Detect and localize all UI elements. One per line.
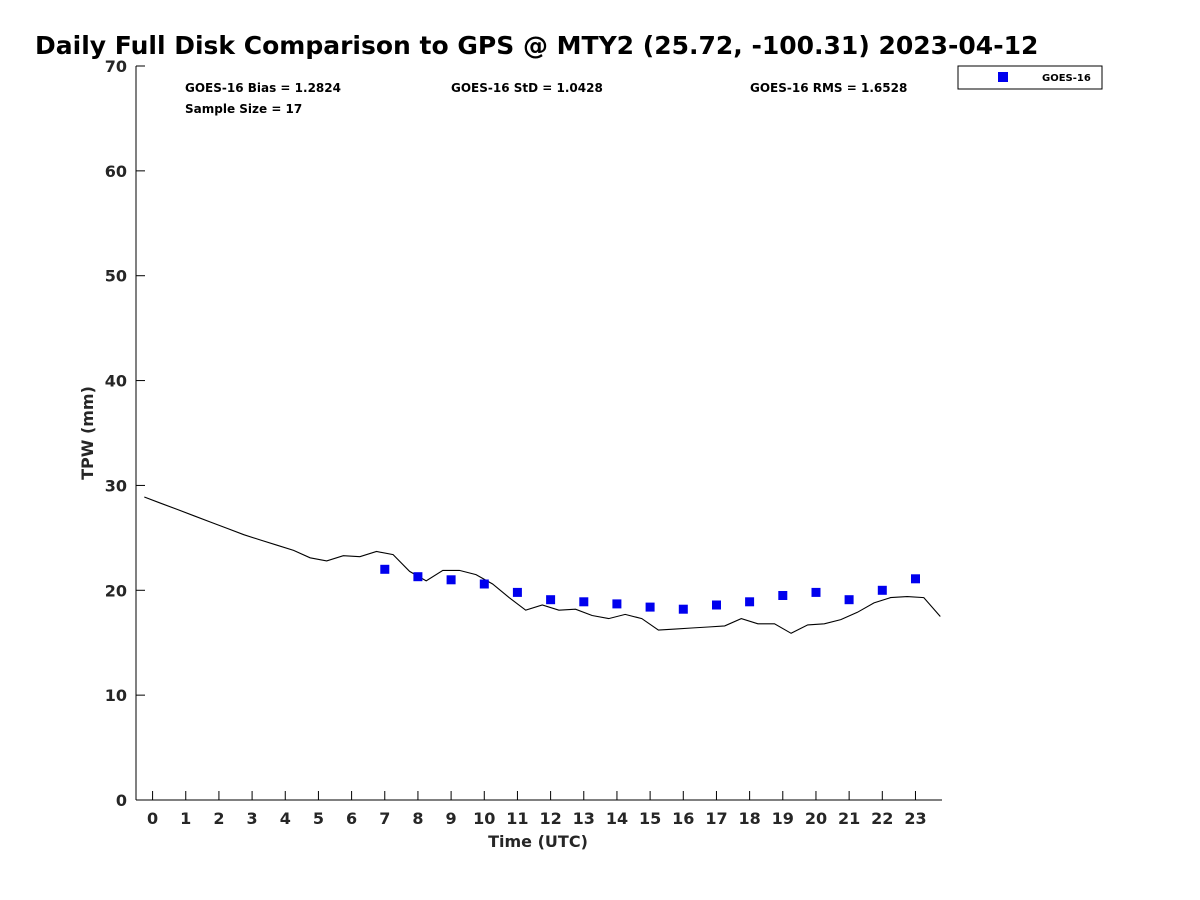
x-tick-label: 15 — [639, 809, 661, 828]
goes16-point — [745, 597, 755, 607]
x-tick-label: 21 — [838, 809, 860, 828]
y-tick-label: 30 — [105, 476, 127, 495]
x-tick-label: 14 — [606, 809, 628, 828]
x-tick-label: 23 — [904, 809, 926, 828]
x-tick-label: 7 — [379, 809, 390, 828]
x-axis-label: Time (UTC) — [488, 832, 588, 851]
goes16-point — [678, 604, 688, 614]
goes16-point — [413, 572, 423, 582]
y-tick-label: 70 — [105, 57, 127, 76]
y-tick-label: 60 — [105, 162, 127, 181]
series-layer — [144, 496, 941, 634]
chart-title: Daily Full Disk Comparison to GPS @ MTY2… — [35, 31, 1038, 60]
goes16-point — [911, 574, 920, 584]
x-tick-label: 2 — [213, 809, 224, 828]
sample-size-stat: Sample Size = 17 — [185, 102, 302, 116]
goes16-point — [877, 585, 887, 595]
bias-stat: GOES-16 Bias = 1.2824 — [185, 81, 341, 95]
legend-marker — [998, 72, 1008, 82]
x-tick-label: 5 — [313, 809, 324, 828]
x-tick-label: 0 — [147, 809, 158, 828]
gps-tpw-line — [144, 496, 941, 634]
x-tick-label: 8 — [412, 809, 423, 828]
goes16-point — [479, 579, 489, 589]
y-ticks: 0 10 20 30 40 50 60 70 — [105, 57, 145, 810]
y-axis-label: TPW (mm) — [78, 386, 97, 480]
x-tick-label: 16 — [672, 809, 694, 828]
x-tick-label: 18 — [738, 809, 760, 828]
x-tick-label: 10 — [473, 809, 495, 828]
x-tick-label: 9 — [446, 809, 457, 828]
legend-label: GOES-16 — [1042, 73, 1091, 84]
goes16-point — [612, 599, 622, 609]
goes16-point — [712, 600, 721, 610]
goes16-point — [645, 602, 655, 612]
goes16-point — [778, 591, 788, 600]
goes16-point — [844, 595, 854, 605]
y-tick-label: 40 — [105, 372, 127, 391]
legend-box — [957, 65, 1103, 90]
x-tick-label: 3 — [247, 809, 258, 828]
x-tick-label: 17 — [705, 809, 727, 828]
y-tick-label: 10 — [105, 686, 127, 705]
legend: GOES-16 — [957, 65, 1103, 90]
x-tick-label: 4 — [280, 809, 291, 828]
goes16-point — [380, 564, 390, 574]
y-tick-label: 50 — [105, 267, 127, 286]
x-tick-label: 22 — [871, 809, 893, 828]
x-tick-label: 11 — [506, 809, 528, 828]
x-tick-label: 1 — [180, 809, 191, 828]
x-tick-label: 13 — [573, 809, 595, 828]
goes16-point — [546, 595, 556, 605]
rms-stat: GOES-16 RMS = 1.6528 — [750, 81, 907, 95]
x-tick-label: 12 — [539, 809, 561, 828]
std-stat: GOES-16 StD = 1.0428 — [451, 81, 603, 95]
x-tick-label: 6 — [346, 809, 357, 828]
y-tick-label: 0 — [116, 791, 127, 810]
x-tick-label: 20 — [805, 809, 827, 828]
x-ticks: 0 1 2 3 4 5 6 7 8 9 10 11 12 13 14 15 16 17 18 19 20 21 22 23 — [147, 791, 927, 828]
y-tick-label: 20 — [105, 581, 127, 600]
goes16-point — [512, 587, 522, 597]
goes16-point — [579, 597, 589, 607]
goes16-point — [446, 575, 456, 585]
x-tick-label: 19 — [772, 809, 794, 828]
goes16-point — [811, 587, 821, 597]
